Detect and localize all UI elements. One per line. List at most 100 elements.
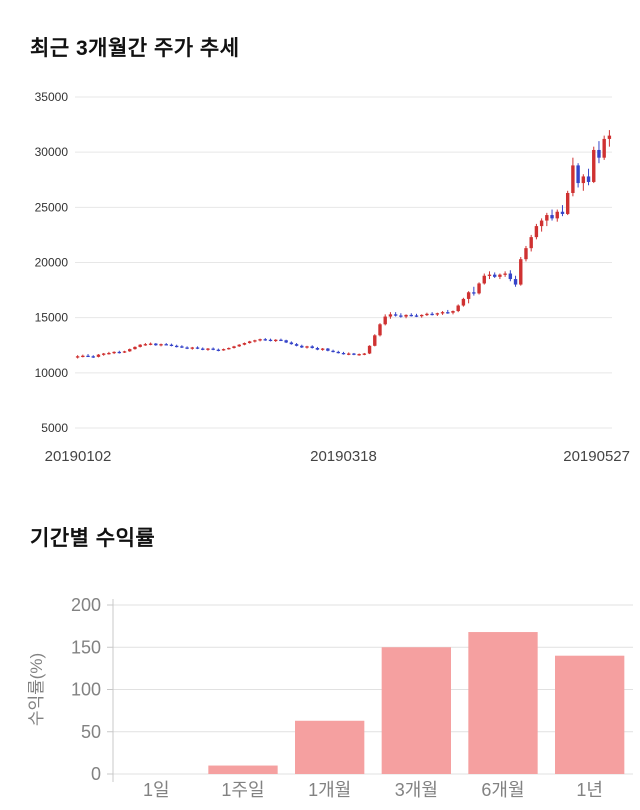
return-category-label: 3개월: [395, 780, 438, 800]
candle-body: [477, 283, 481, 294]
candle-body: [409, 314, 413, 317]
candle-body: [284, 340, 288, 343]
candle-body: [174, 345, 179, 348]
candle-body: [320, 348, 325, 350]
candle-body: [341, 352, 346, 355]
return-bar: [208, 765, 278, 774]
candle-body: [404, 314, 408, 317]
candle-body: [305, 346, 309, 348]
price-x-tick-label: 20190318: [310, 448, 377, 465]
candle-body: [180, 346, 184, 348]
candle-body: [560, 211, 565, 214]
price-y-tick-label: 35000: [35, 90, 69, 104]
candle-body: [169, 344, 174, 346]
returns-y-tick-label: 100: [71, 680, 101, 700]
candle-body: [195, 347, 200, 349]
candle-body: [258, 339, 262, 341]
candle-body: [138, 344, 142, 347]
candle-body: [185, 347, 189, 349]
return-category-label: 1년: [576, 780, 603, 800]
candle-body: [472, 292, 476, 294]
candle-body: [117, 351, 122, 354]
candle-body: [221, 349, 226, 351]
return-category-label: 6개월: [481, 780, 524, 800]
candles: [75, 130, 612, 359]
candle-body: [326, 348, 330, 351]
price-y-tick-label: 25000: [35, 200, 69, 214]
candle-body: [263, 339, 267, 341]
candle-body: [482, 275, 486, 284]
candle-body: [373, 335, 377, 346]
price-y-tick-label: 30000: [35, 145, 69, 159]
candle-body: [388, 314, 393, 317]
candle-body: [498, 274, 502, 277]
return-bar: [555, 655, 625, 774]
candle-body: [91, 356, 95, 358]
candle-body: [550, 215, 554, 219]
candle-body: [555, 211, 559, 219]
candle-body: [159, 344, 163, 346]
candle-body: [378, 324, 382, 336]
candle-body: [247, 341, 252, 344]
returns-y-axis-label: 수익률(%): [27, 653, 46, 726]
candle-body: [190, 347, 195, 349]
candle-body: [300, 345, 304, 348]
candle-body: [383, 316, 387, 325]
candle-body: [352, 353, 356, 355]
candle-body: [399, 315, 403, 317]
return-category-label: 1개월: [308, 780, 351, 800]
candle-body: [576, 165, 580, 184]
candle-body: [294, 344, 299, 346]
candle-body: [508, 273, 513, 280]
candle-body: [435, 313, 440, 315]
candle-body: [519, 259, 523, 285]
candle-body: [216, 349, 221, 351]
candle-body: [164, 344, 168, 346]
candle-body: [357, 354, 361, 356]
candle-body: [101, 353, 106, 355]
candle-body: [310, 346, 314, 349]
candle-body: [122, 351, 127, 353]
candle-body: [362, 353, 367, 355]
price-y-tick-label: 20000: [35, 256, 69, 270]
candle-body: [232, 346, 236, 349]
candle-body: [534, 226, 539, 238]
candle-body: [565, 192, 570, 214]
return-category-label: 1주일: [221, 780, 264, 800]
candle-body: [96, 354, 101, 357]
candle-body: [440, 312, 445, 314]
candle-body: [154, 343, 158, 346]
candle-body: [581, 176, 586, 184]
candle-body: [456, 305, 460, 312]
returns-y-tick-label: 150: [71, 637, 101, 657]
candle-body: [268, 339, 273, 342]
candle-body: [148, 343, 153, 345]
candle-body: [503, 273, 507, 275]
candle-body: [607, 135, 612, 139]
candle-body: [592, 149, 596, 182]
candle-body: [597, 149, 601, 158]
candle-body: [461, 298, 466, 306]
candle-body: [227, 348, 231, 350]
candle-body: [513, 279, 518, 285]
price-gridlines: [75, 96, 612, 429]
candle-body: [545, 215, 549, 221]
candle-body: [143, 344, 148, 346]
candle-body: [466, 292, 471, 299]
price-y-tick-label: 10000: [35, 366, 69, 380]
candle-body: [242, 343, 247, 345]
candle-body: [133, 346, 137, 350]
candle-body: [107, 352, 111, 355]
candle-body: [571, 165, 575, 193]
candle-body: [451, 311, 455, 313]
price-chart-title: 최근 3개월간 주가 추세: [30, 37, 240, 60]
candle-body: [75, 356, 80, 358]
candle-body: [529, 237, 533, 249]
candle-body: [430, 313, 434, 316]
returns-chart-title: 기간별 수익률: [30, 527, 156, 550]
candle-body: [128, 349, 132, 352]
candle-body: [81, 355, 85, 358]
candle-body: [279, 339, 283, 342]
candle-body: [86, 355, 90, 358]
candle-body: [347, 353, 351, 355]
